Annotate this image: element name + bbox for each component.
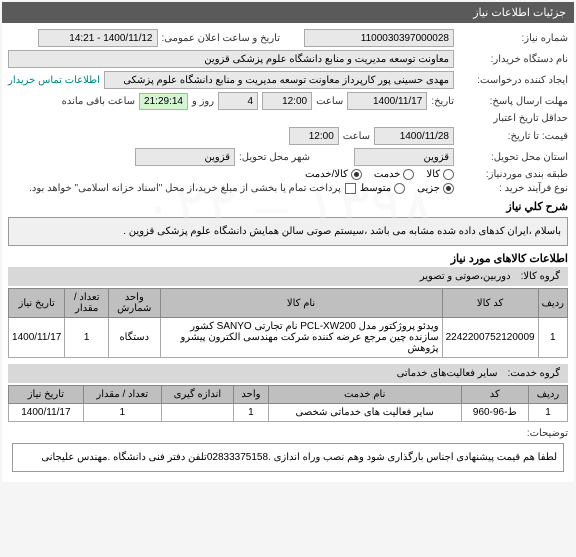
table-header: تعداد / مقدار — [83, 386, 161, 404]
price-valid-label2: قیمت: تا تاریخ: — [458, 131, 568, 142]
radio-both[interactable] — [351, 169, 362, 180]
info-panel: جزئیات اطلاعات نیاز ۱۳۹۸ – ۰۲۲ شماره نیا… — [2, 2, 574, 482]
announce-value: 1400/11/12 - 14:21 — [38, 29, 158, 47]
table-header: واحد شمارش — [109, 289, 161, 318]
panel-header: جزئیات اطلاعات نیاز — [2, 2, 574, 23]
buyer-value: معاونت توسعه مدیریت و منابع دانشگاه علوم… — [8, 50, 454, 68]
price-valid-time-label: ساعت — [343, 131, 370, 142]
radio-minor[interactable] — [443, 183, 454, 194]
form-area: ۱۳۹۸ – ۰۲۲ شماره نیاز: 1100030397000028 … — [2, 23, 574, 482]
payment-note: پرداخت تمام یا بخشی از مبلغ خرید،از محل … — [29, 183, 341, 194]
table-header: ردیف — [538, 289, 567, 318]
deadline-date: 1400/11/17 — [347, 92, 427, 110]
days-label: روز و — [192, 96, 214, 107]
deadline-date-label: تاریخ: — [431, 96, 454, 107]
radio-service[interactable] — [403, 169, 414, 180]
desc-label: شرح کلي نياز — [8, 200, 568, 213]
city-label: شهر محل تحویل: — [239, 152, 310, 163]
niaz-no-value: 1100030397000028 — [304, 29, 454, 47]
explain-label: توضیحات: — [527, 428, 568, 439]
deadline-label: مهلت ارسال پاسخ: — [458, 96, 568, 107]
niaz-no-label: شماره نیاز: — [458, 33, 568, 44]
table-header: تاریخ نیاز — [9, 289, 65, 318]
service-group-row: گروه خدمت: سایر فعالیت‌های خدماتی — [8, 364, 568, 383]
table-header: اندازه گیری — [161, 386, 233, 404]
service-group-label: گروه خدمت: — [507, 368, 560, 379]
requester-label: ایجاد کننده درخواست: — [458, 75, 568, 86]
goods-group-row: گروه کالا: دوربین،صوتی و تصویر — [8, 267, 568, 286]
need-type-label: طبقه بندی موردنیاز: — [458, 169, 568, 180]
desc-box: باسلام ،ایران کدهای داده شده مشابه می با… — [8, 217, 568, 246]
province-value: قزوین — [354, 148, 454, 166]
requester-value: مهدی حسینی پور کارپرداز معاونت توسعه مدی… — [104, 71, 454, 89]
need-type-radios: کالا خدمت کالا/خدمت — [305, 169, 454, 180]
buyer-label: نام دستگاه خریدار: — [458, 54, 568, 65]
price-valid-label: حداقل تاریخ اعتبار — [458, 113, 568, 124]
table-row: 12242200752120009ویدئو پروژکتور مدل PCL-… — [9, 318, 568, 358]
price-valid-time: 12:00 — [289, 127, 339, 145]
treasury-checkbox[interactable] — [345, 183, 356, 194]
service-table: ردیفکدنام خدمتواحداندازه گیریتعداد / مقد… — [8, 385, 568, 422]
province-label: استان محل تحویل: — [458, 152, 568, 163]
price-valid-date: 1400/11/28 — [374, 127, 454, 145]
goods-group-label: گروه کالا: — [521, 271, 560, 282]
table-header: کد کالا — [442, 289, 538, 318]
goods-section: اطلاعات کالاهای مورد نیاز — [8, 252, 568, 265]
radio-goods[interactable] — [443, 169, 454, 180]
buy-process-radios: جزیی متوسط — [360, 183, 454, 194]
table-header: تعداد / مقدار — [65, 289, 109, 318]
explain-box: لطفا هم قیمت پیشنهادی اجناس بارگذاری شود… — [12, 443, 564, 472]
goods-table: ردیفکد کالانام کالاواحد شمارشتعداد / مقد… — [8, 288, 568, 358]
table-header: کد — [461, 386, 528, 404]
deadline-time-label: ساعت — [316, 96, 343, 107]
remain-time: 21:29:14 — [139, 93, 188, 110]
table-header: تاریخ نیاز — [9, 386, 84, 404]
service-group-value: سایر فعالیت‌های خدماتی — [397, 368, 498, 379]
goods-group-value: دوربین،صوتی و تصویر — [420, 271, 511, 282]
table-header: نام خدمت — [268, 386, 461, 404]
radio-medium[interactable] — [394, 183, 405, 194]
contact-link[interactable]: اطلاعات تماس خریدار — [8, 75, 100, 86]
days-value: 4 — [218, 92, 258, 110]
panel-title: جزئیات اطلاعات نیاز — [473, 7, 566, 19]
announce-label: تاریخ و ساعت اعلان عمومی: — [162, 33, 281, 44]
city-value: قزوین — [135, 148, 235, 166]
buy-process-label: نوع فرآیند خرید : — [458, 183, 568, 194]
table-header: واحد — [234, 386, 269, 404]
table-row: 1ط-96-960سایر فعالیت های خدماتی شخصی1114… — [9, 404, 568, 422]
deadline-time: 12:00 — [262, 92, 312, 110]
table-header: ردیف — [528, 386, 567, 404]
remain-label: ساعت باقی مانده — [62, 96, 135, 107]
table-header: نام کالا — [160, 289, 442, 318]
